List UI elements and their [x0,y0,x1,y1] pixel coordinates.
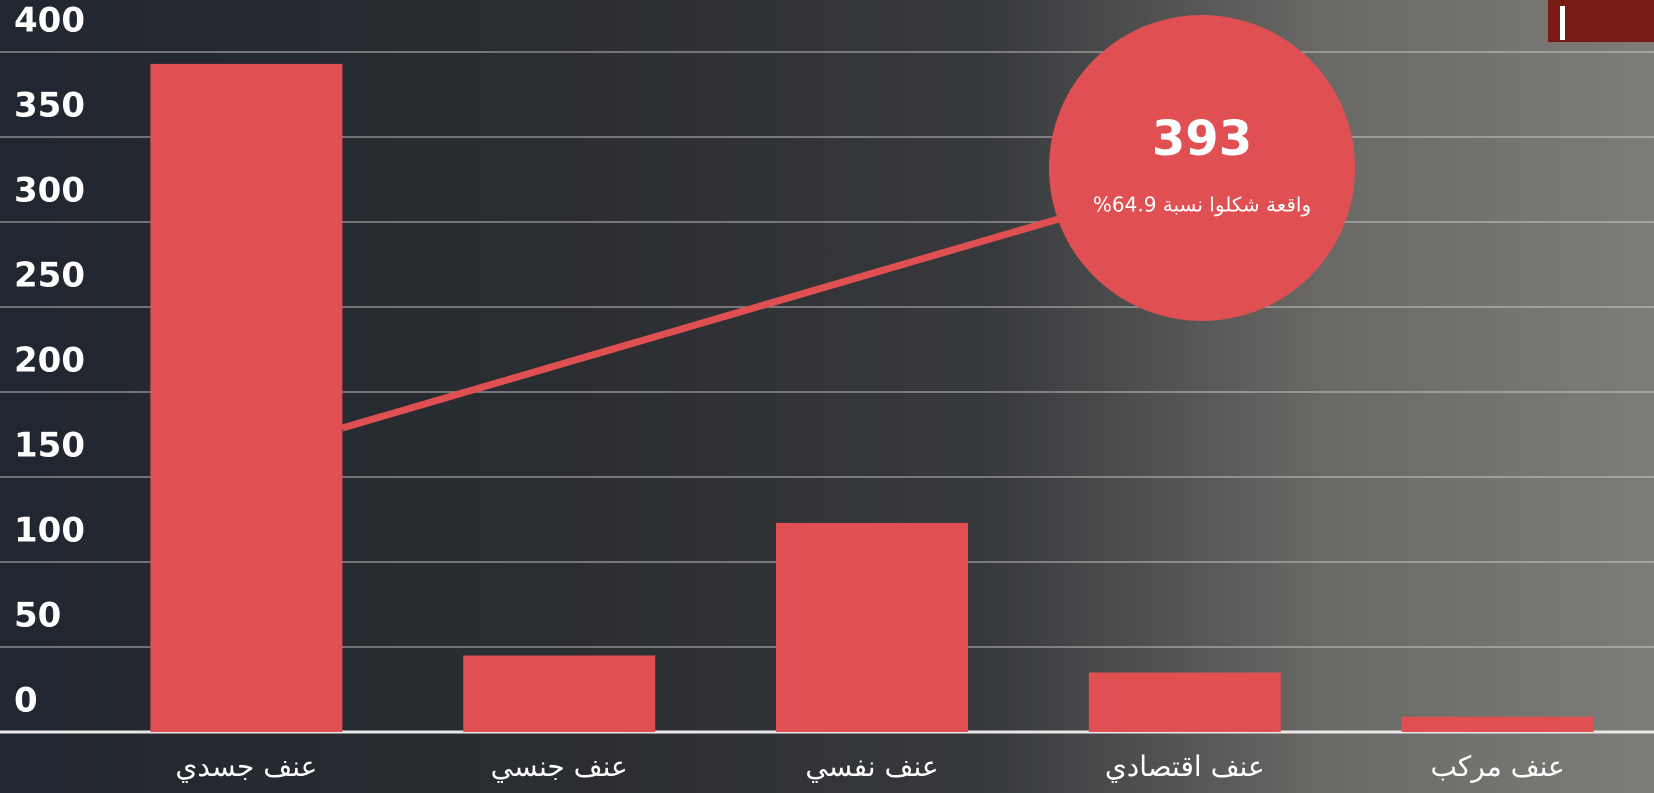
logo [1548,0,1654,42]
bar [1088,672,1281,732]
y-tick-label: 200 [14,341,85,381]
y-tick-label: 250 [14,256,85,296]
y-tick-label: 0 [14,681,38,721]
bar [1401,716,1594,732]
x-tick-label: عنف اقتصادي [1105,750,1265,783]
x-tick-label: عنف جنسي [491,750,628,783]
x-tick-label: عنف جسدي [175,750,317,783]
callout-circle [1049,15,1355,321]
y-tick-label: 350 [14,86,85,126]
y-tick-label: 150 [14,426,85,466]
bar [463,655,656,732]
bar [150,63,343,732]
callout-text: واقعة شكلوا نسبة 64.9% [1093,193,1311,217]
x-tick-label: عنف نفسي [805,750,938,783]
logo-bar [1560,6,1565,40]
bar [776,522,968,732]
x-tick-label: عنف مركب [1430,750,1564,783]
y-tick-label: 300 [14,171,85,211]
y-tick-label: 50 [14,596,61,636]
y-tick-label: 400 [14,1,85,41]
callout-value: 393 [1152,111,1252,167]
callout-line [341,214,1063,432]
y-tick-label: 100 [14,511,85,551]
